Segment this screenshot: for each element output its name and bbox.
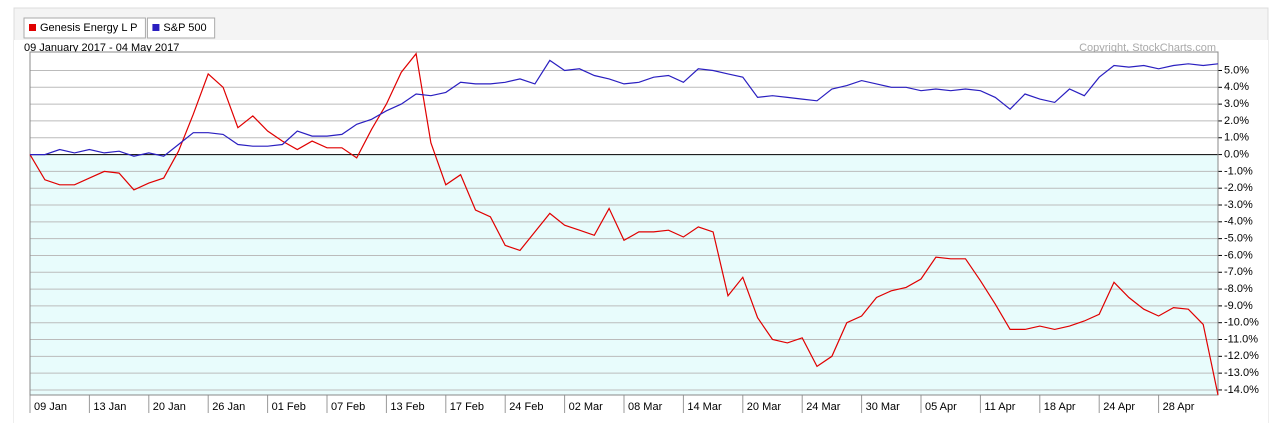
x-tick-label: 14 Mar [687,401,722,413]
legend-swatch [29,24,36,31]
y-tick-label: -1.0% [1224,165,1253,177]
negative-area [30,154,1218,395]
copyright: Copyright, StockCharts.com [1079,42,1216,54]
y-tick-label: -13.0% [1224,367,1259,379]
x-tick-label: 24 Mar [806,401,841,413]
x-tick-label: 28 Apr [1163,401,1195,413]
x-tick-label: 07 Feb [331,401,365,413]
legend-item [146,17,216,39]
y-tick-label: 3.0% [1224,98,1249,110]
x-tick-label: 30 Mar [866,401,901,413]
legend: Genesis Energy L P S&P 500 [23,17,216,39]
y-tick-label: -4.0% [1224,216,1253,228]
y-tick-label: -8.0% [1224,283,1253,295]
x-tick-label: 24 Feb [509,401,543,413]
x-tick-label: 09 Jan [34,401,67,413]
x-tick-label: 20 Mar [747,401,782,413]
x-tick-label: 20 Jan [153,401,186,413]
subtitle: 09 January 2017 - 04 May 2017 [24,42,179,54]
y-tick-label: 1.0% [1224,132,1249,144]
x-tick-label: 11 Apr [984,401,1015,413]
x-tick-label: 02 Mar [569,401,604,413]
legend-item [23,17,146,39]
legend-label: S&P 500 [163,22,206,34]
legend-swatch [152,24,160,31]
x-tick-label: 01 Feb [272,401,306,413]
series-line [30,59,1219,157]
y-tick-label: -12.0% [1224,350,1259,362]
legend-label: Genesis Energy L P [40,22,137,34]
y-tick-label: 5.0% [1224,64,1249,76]
series-line [29,52,1219,396]
y-tick-label: -11.0% [1224,333,1258,345]
y-tick-label: -5.0% [1224,233,1253,245]
x-tick-label: 13 Jan [93,401,126,413]
x-tick-label: 24 Apr [1103,401,1135,413]
x-tick-label: 08 Mar [628,401,663,413]
y-tick-label: -3.0% [1224,199,1253,211]
y-tick-label: 4.0% [1224,81,1249,93]
y-tick-label: -2.0% [1224,182,1253,194]
x-tick-label: 13 Feb [390,401,424,413]
y-tick-label: -9.0% [1224,300,1253,312]
y-tick-label: 0.0% [1224,148,1249,160]
plot-frame [29,51,1219,396]
x-tick-label: 18 Apr [1044,401,1076,413]
y-tick-label: 2.0% [1224,115,1249,127]
y-tick-label: -6.0% [1224,249,1253,261]
y-tick-label: -7.0% [1224,266,1253,278]
y-tick-label: -14.0% [1224,384,1259,396]
x-tick-label: 05 Apr [925,401,957,413]
x-tick-label: 26 Jan [212,401,245,413]
x-tick-label: 17 Feb [450,401,484,413]
y-tick-label: -10.0% [1224,317,1259,329]
